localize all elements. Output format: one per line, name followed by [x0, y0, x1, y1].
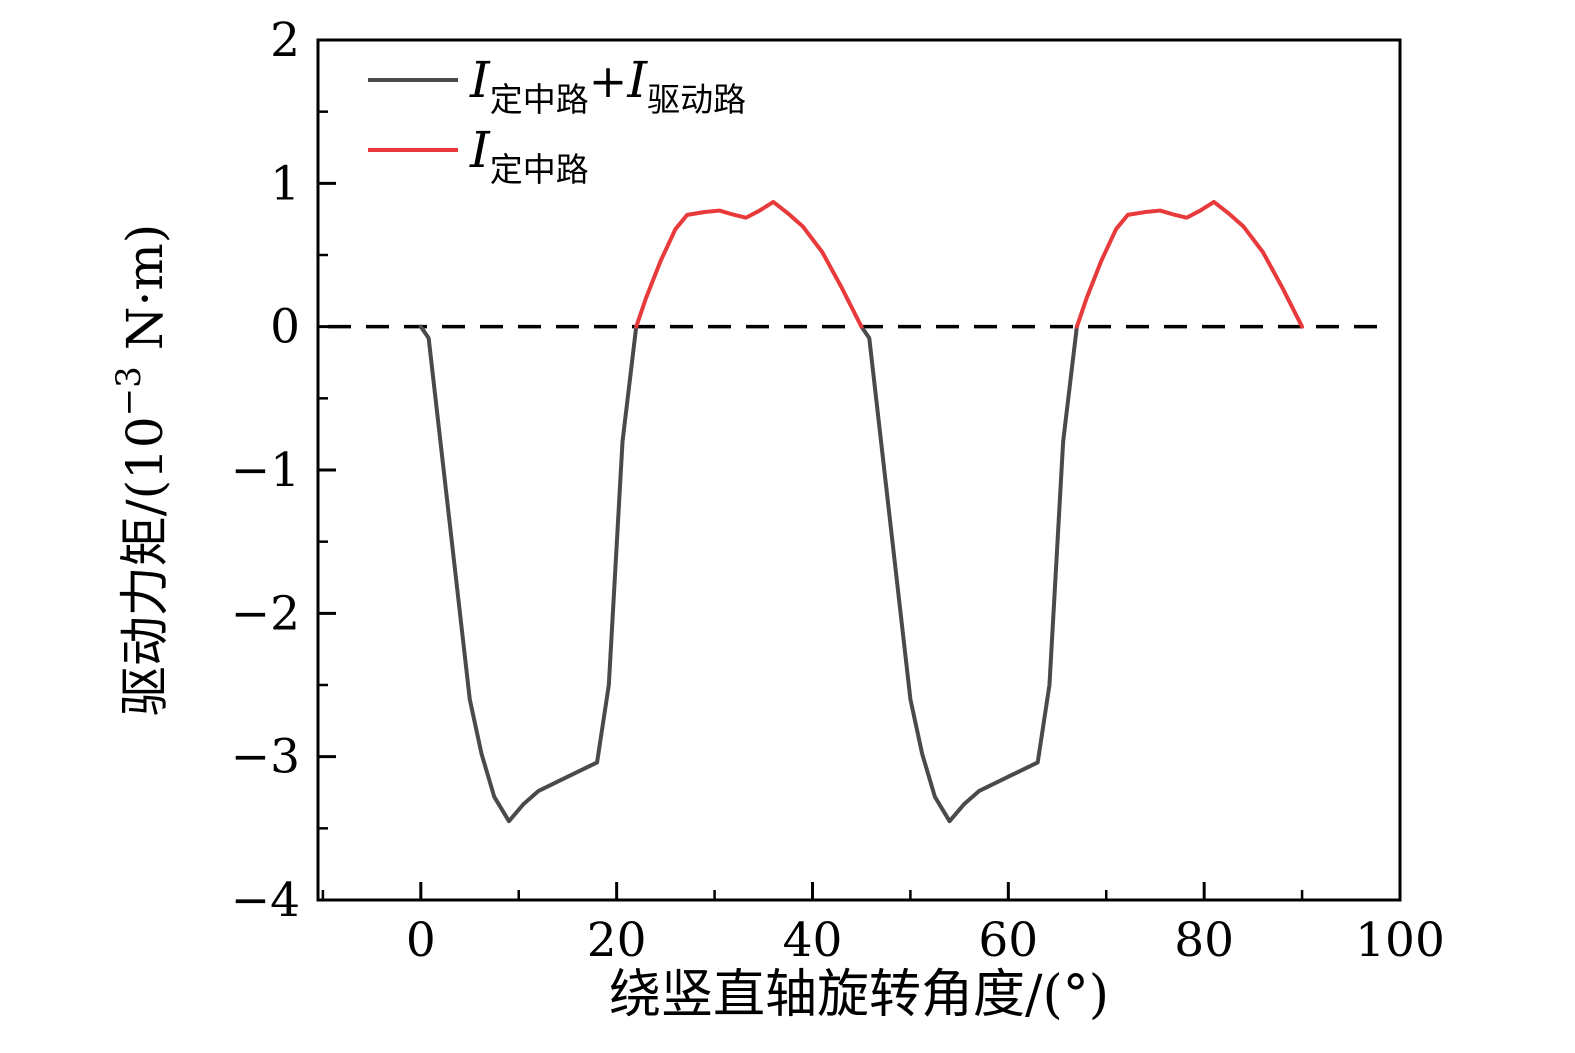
- x-tick-label: 100: [1355, 913, 1445, 968]
- y-tick-label: −1: [231, 443, 300, 498]
- series-line-1: [1074, 199, 1305, 329]
- x-axis-label: 绕竖直轴旋转角度/(°): [609, 965, 1109, 1025]
- x-tick-label: 20: [587, 913, 647, 968]
- y-tick-label: −2: [231, 586, 300, 641]
- legend-label-0: I定中路+I驱动路: [469, 51, 746, 119]
- series-line-0: [418, 324, 639, 824]
- legend-label-1: I定中路: [469, 121, 589, 189]
- x-tick-label: 0: [406, 913, 436, 968]
- y-tick-label: −4: [231, 873, 300, 928]
- x-tick-label: 40: [783, 913, 843, 968]
- y-tick-label: 0: [270, 300, 300, 355]
- y-tick-label: −3: [231, 730, 300, 785]
- x-tick-label: 60: [978, 913, 1038, 968]
- series-line-1: [634, 199, 864, 329]
- x-tick-label: 80: [1174, 913, 1234, 968]
- y-tick-label: 2: [270, 13, 300, 68]
- y-axis-label: 驱动力矩/(10−3 N·m): [109, 224, 174, 717]
- y-tick-label: 1: [270, 156, 300, 211]
- series-line-0: [859, 324, 1079, 824]
